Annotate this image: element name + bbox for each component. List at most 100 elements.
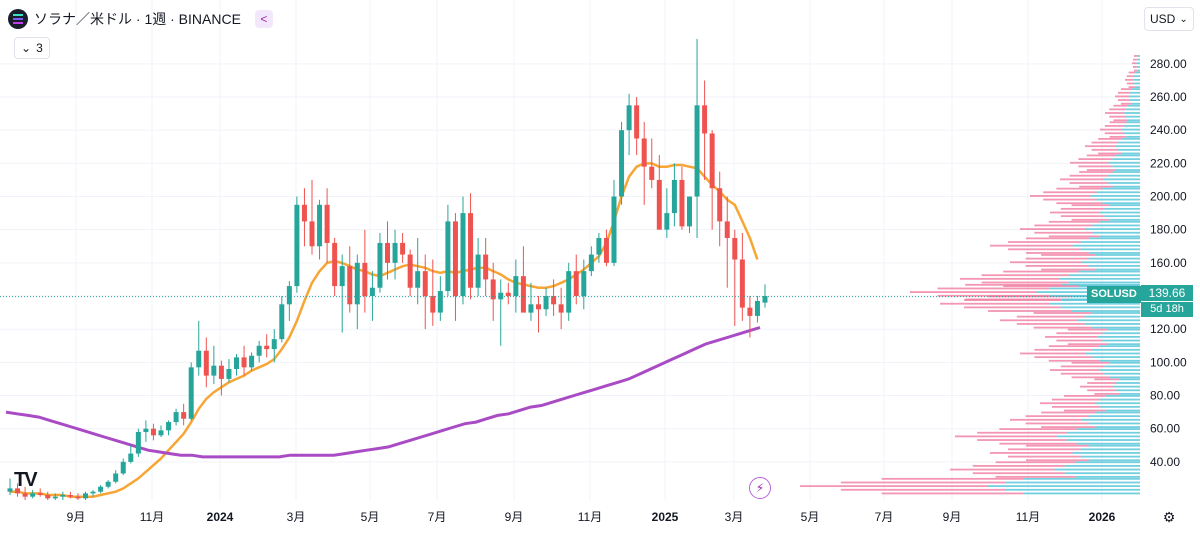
candle — [596, 237, 602, 255]
volume-profile-bar — [910, 291, 1037, 294]
volume-profile-bar — [1119, 393, 1140, 395]
volume-profile-bar — [1109, 376, 1140, 379]
volume-profile-bar — [1104, 178, 1140, 181]
tradingview-logo[interactable]: TV — [14, 469, 38, 491]
volume-profile-bar — [1020, 352, 1086, 355]
volume-profile-bar — [1109, 218, 1140, 221]
volume-profile-bar — [1077, 319, 1140, 322]
volume-profile-bar — [1102, 187, 1140, 190]
candle — [460, 213, 466, 297]
candle — [218, 365, 224, 379]
candle — [498, 292, 504, 300]
volume-profile-bar — [1092, 224, 1140, 227]
volume-profile-bar — [1043, 191, 1097, 194]
share-icon[interactable]: < — [254, 10, 273, 28]
volume-profile-bar — [1005, 481, 1140, 484]
indicator-count: 3 — [36, 41, 43, 55]
volume-profile-bar — [1108, 161, 1140, 164]
volume-profile-bar — [1076, 442, 1140, 445]
volume-profile-bar — [1056, 202, 1103, 205]
candle — [430, 296, 436, 313]
candle — [679, 179, 685, 227]
volume-profile-bar — [1133, 55, 1138, 57]
chevron-down-icon: ⌄ — [21, 41, 32, 55]
volume-profile-bar — [1128, 71, 1135, 74]
candle — [294, 204, 300, 287]
volume-profile-bar — [1067, 328, 1108, 331]
price-axis[interactable]: 40.00 60.00 80.00 100.00 120.00 160.00 180.00 2… — [1150, 57, 1187, 469]
price-tick-label: 200.00 — [1150, 190, 1187, 204]
candle — [649, 166, 655, 180]
volume-profile-bar — [1124, 125, 1140, 127]
candle — [60, 495, 66, 497]
volume-profile-bar — [1112, 185, 1140, 188]
time-tick-label: 7月 — [428, 510, 447, 524]
volume-profile-bar — [1107, 328, 1140, 331]
volume-profile-bar — [1105, 395, 1140, 397]
volume-profile-bar — [1052, 405, 1101, 408]
volume-profile-bar — [1034, 231, 1093, 234]
candle — [37, 493, 43, 496]
volume-profile-bar — [1088, 415, 1140, 418]
volume-profile-bar — [1075, 461, 1140, 464]
volume-profile-bar — [1060, 207, 1105, 210]
volume-profile-bar — [1092, 312, 1140, 314]
volume-profile-bar — [1071, 204, 1110, 207]
candle — [309, 221, 315, 247]
volume-profile-bar — [1072, 244, 1140, 247]
volume-profile-bar — [1056, 332, 1103, 335]
candle — [422, 271, 428, 297]
volume-profile-bar — [1105, 409, 1140, 412]
candle — [732, 237, 738, 260]
volume-profile-bar — [1052, 398, 1101, 401]
volume-profile-bar — [1086, 352, 1140, 355]
volume-profile-bar — [1059, 277, 1140, 280]
volume-profile-bar — [995, 461, 1076, 464]
volume-profile-bar — [1070, 161, 1109, 164]
volume-profile-bar — [1048, 235, 1099, 238]
candle — [369, 287, 375, 297]
volume-profile-bar — [1136, 62, 1140, 65]
candle — [324, 204, 330, 243]
candle — [279, 304, 285, 340]
volume-profile-bar — [1134, 86, 1140, 89]
candle — [656, 179, 662, 230]
volume-profile-bar — [1098, 220, 1140, 223]
volume-profile-bar — [1098, 137, 1122, 140]
symbol-title[interactable]: ソラナ／米ドル · 1週 · BINANCE — [34, 11, 241, 27]
volume-profile-bar — [1045, 335, 1098, 338]
volume-profile-bar — [955, 435, 1057, 438]
volume-profile-bar — [1100, 128, 1122, 131]
volume-profile-bar — [1137, 55, 1140, 57]
volume-profile-bar — [1080, 455, 1140, 458]
volume-profile-bar — [1071, 218, 1110, 221]
candle — [724, 221, 730, 238]
volume-profile-bar — [1087, 389, 1117, 392]
volume-profile-bar — [1102, 332, 1140, 335]
volume-profile-bar — [1085, 145, 1116, 148]
volume-profile-bar — [1104, 365, 1140, 368]
candle — [739, 259, 745, 308]
candle — [717, 188, 723, 222]
candle — [551, 296, 557, 305]
volume-profile-bar — [1033, 312, 1093, 314]
volume-profile-bar — [1137, 69, 1140, 72]
volume-profile-bar — [1016, 315, 1085, 318]
volume-profile-bar — [1126, 121, 1140, 124]
volume-profile-bar — [1010, 418, 1082, 421]
indicators-toggle-button[interactable]: ⌄ 3 — [14, 37, 50, 59]
volume-profile-bar — [1003, 285, 1079, 288]
volume-profile-bar — [988, 310, 1072, 312]
candle — [166, 422, 172, 431]
grid-lines — [0, 0, 1140, 500]
currency-select[interactable]: USD ⌄ — [1144, 7, 1194, 31]
gear-icon[interactable]: ⚙ — [1162, 509, 1176, 525]
candle — [362, 262, 368, 297]
volume-profile-bar — [1115, 145, 1140, 148]
lightning-icon[interactable]: ⚡ — [749, 477, 771, 499]
candle — [128, 453, 134, 462]
volume-profile-bar — [1023, 492, 1140, 495]
volume-profile-bar — [1116, 169, 1140, 171]
time-axis[interactable]: 9月 11月 2024 3月 5月 7月 9月 11月 2025 3月 5月 7月 9月 11月 2026 — [67, 510, 1116, 524]
